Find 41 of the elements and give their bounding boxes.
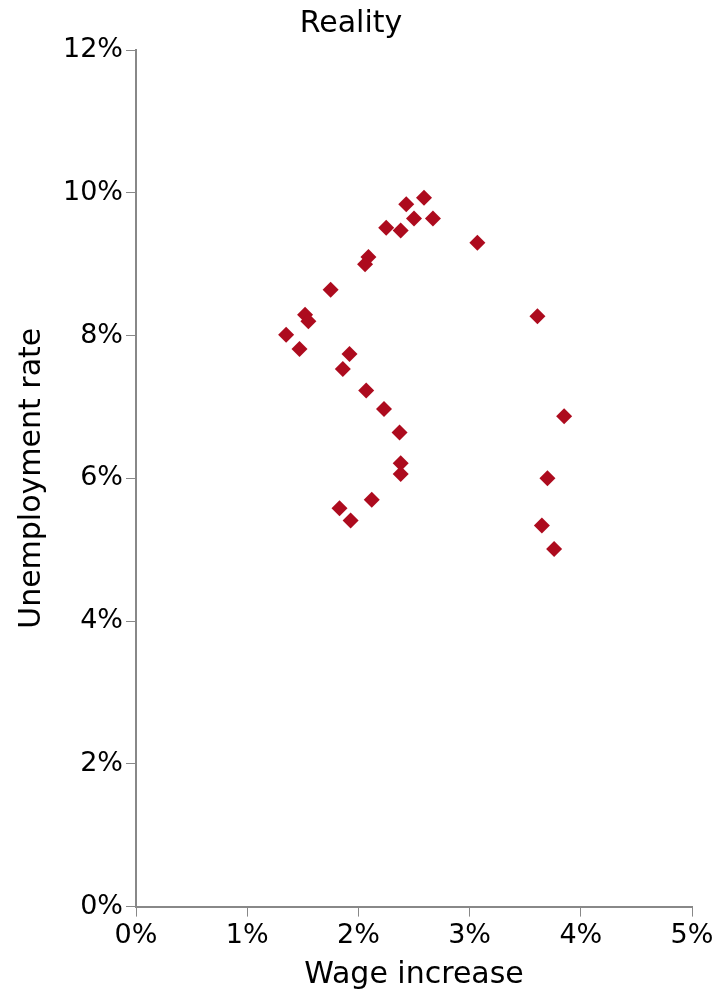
x-axis-title: Wage increase	[304, 954, 524, 990]
point	[278, 326, 295, 343]
point	[334, 361, 351, 378]
point	[391, 424, 408, 441]
x-tick-label: 2%	[336, 917, 380, 949]
point	[469, 234, 486, 251]
point	[392, 222, 409, 239]
x-tick-label: 5%	[670, 917, 714, 949]
point	[363, 491, 380, 508]
point	[291, 341, 308, 358]
y-axis-title: Unemployment rate	[11, 327, 47, 629]
point	[392, 466, 409, 483]
point	[357, 256, 374, 273]
point	[416, 189, 433, 206]
point	[331, 500, 348, 517]
y-tick-label: 12%	[63, 32, 124, 64]
y-tick-label: 4%	[80, 603, 124, 635]
point	[529, 308, 546, 325]
x-tick-label: 0%	[114, 917, 158, 949]
chart-title: Reality	[299, 3, 403, 39]
x-tick-label: 1%	[225, 917, 269, 949]
y-tick-label: 10%	[63, 174, 124, 206]
x-tick-label: 4%	[559, 917, 603, 949]
y-tick-label: 2%	[80, 745, 124, 777]
point	[375, 401, 392, 418]
point	[378, 219, 395, 236]
point	[539, 470, 556, 487]
x-tick-label: 3%	[448, 917, 492, 949]
point	[424, 210, 441, 227]
point	[406, 210, 423, 227]
point	[322, 281, 339, 298]
point	[533, 517, 550, 534]
y-tick-label: 0%	[80, 888, 124, 920]
point	[556, 408, 573, 425]
y-tick-label: 8%	[80, 317, 124, 349]
point	[398, 196, 415, 213]
y-tick-label: 6%	[80, 460, 124, 492]
point	[546, 540, 563, 557]
point	[358, 382, 375, 399]
point	[341, 346, 358, 363]
point	[342, 512, 359, 529]
